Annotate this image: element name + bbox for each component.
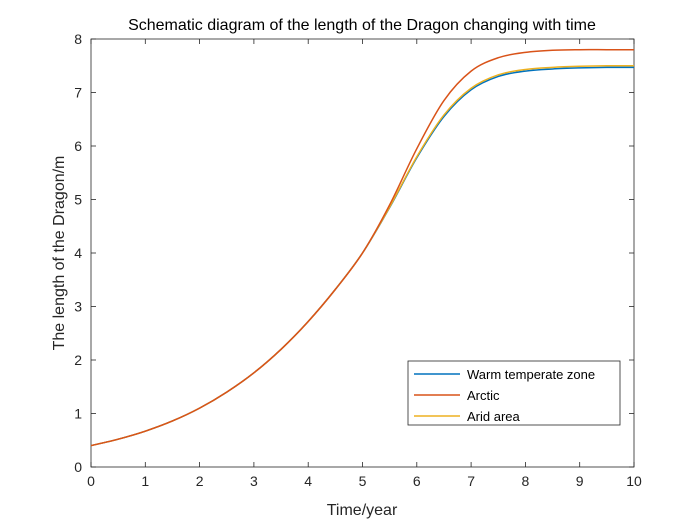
y-tick-label: 5 bbox=[74, 192, 82, 208]
legend-label: Warm temperate zone bbox=[467, 367, 595, 382]
tick-layer: 0 1 2 3 4 5 6 7 8 9 10 0 1 2 3 4 5 6 7 8 bbox=[74, 31, 642, 489]
y-tick-label: 6 bbox=[74, 138, 82, 154]
x-tick-label: 7 bbox=[467, 473, 475, 489]
x-tick-label: 3 bbox=[250, 473, 258, 489]
x-tick-label: 5 bbox=[359, 473, 367, 489]
legend: Warm temperate zone Arctic Arid area bbox=[407, 360, 621, 426]
y-tick-label: 2 bbox=[74, 352, 82, 368]
chart-title: Schematic diagram of the length of the D… bbox=[128, 17, 596, 34]
y-tick-label: 4 bbox=[74, 245, 82, 261]
x-tick-label: 2 bbox=[196, 473, 204, 489]
x-tick-label: 0 bbox=[87, 473, 95, 489]
x-tick-label: 6 bbox=[413, 473, 421, 489]
series-layer bbox=[90, 48, 635, 447]
series-line-1 bbox=[90, 48, 634, 447]
legend-label: Arid area bbox=[467, 409, 521, 424]
y-tick-label: 3 bbox=[74, 299, 82, 315]
y-tick-label: 1 bbox=[74, 406, 82, 422]
x-tick-label: 4 bbox=[304, 473, 312, 489]
legend-label: Arctic bbox=[467, 388, 500, 403]
y-tick-label: 8 bbox=[74, 31, 82, 47]
y-tick-label: 7 bbox=[74, 85, 82, 101]
y-axis-label: The length of the Dragon/m bbox=[51, 156, 68, 351]
x-tick-label: 8 bbox=[522, 473, 530, 489]
y-tick-label: 0 bbox=[74, 459, 82, 475]
x-tick-label: 10 bbox=[626, 473, 642, 489]
x-axis-label: Time/year bbox=[327, 502, 398, 519]
plot-area: 0 1 2 3 4 5 6 7 8 9 10 0 1 2 3 4 5 6 7 8 bbox=[74, 31, 642, 489]
legend-box bbox=[407, 360, 621, 426]
x-tick-label: 1 bbox=[141, 473, 149, 489]
x-tick-label: 9 bbox=[576, 473, 584, 489]
